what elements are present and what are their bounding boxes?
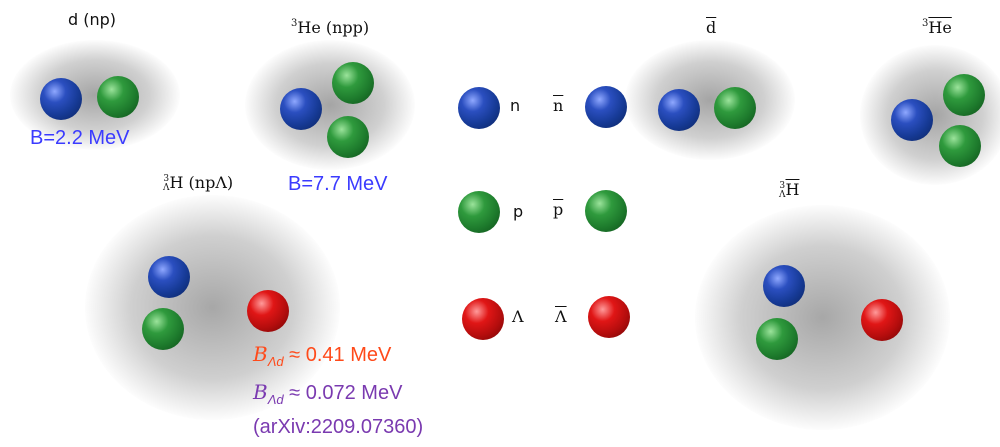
- arxiv-reference: (arXiv:2209.07360): [253, 416, 424, 438]
- helium3-proton-top: [332, 62, 374, 104]
- antiproton-ball: [585, 190, 627, 232]
- antineutron-label: n: [553, 96, 564, 115]
- antideuteron-cloud: [625, 40, 795, 160]
- antihelium3-antiproton-bottom: [939, 125, 981, 167]
- antideuteron-antineutron: [658, 89, 700, 131]
- helium3-proton-bottom: [327, 116, 369, 158]
- lambda-label: Λ: [512, 307, 524, 326]
- helium3-neutron: [280, 88, 322, 130]
- antineutron-ball: [585, 86, 627, 128]
- deuteron-proton: [97, 76, 139, 118]
- neutron-label: n: [510, 96, 521, 115]
- antihypertriton-antineutron: [763, 265, 805, 307]
- hypertriton-lambda: [247, 290, 289, 332]
- proton-ball: [458, 191, 500, 233]
- deuteron-cloud: [10, 40, 180, 150]
- lambda-binding-energy-1: BΛd ≈ 0.41 MeV: [253, 342, 392, 369]
- antihypertriton-cloud: [695, 205, 950, 430]
- deuteron-label: d (np): [68, 10, 117, 29]
- antihypertriton-antiproton: [756, 318, 798, 360]
- hypertriton-neutron: [148, 256, 190, 298]
- deuteron-neutron: [40, 78, 82, 120]
- proton-label: p: [513, 202, 524, 221]
- deuteron-binding-energy: B=2.2 MeV: [30, 127, 130, 149]
- hypertriton-cloud: [85, 195, 340, 420]
- antihelium3-antiproton-top: [943, 74, 985, 116]
- helium3-cloud: [245, 40, 415, 170]
- lambda-ball: [462, 298, 504, 340]
- hypertriton-proton: [142, 308, 184, 350]
- antihypertriton-antilambda: [861, 299, 903, 341]
- helium3-binding-energy: B=7.7 MeV: [288, 173, 388, 195]
- antilambda-label: Λ: [555, 307, 567, 326]
- antilambda-ball: [588, 296, 630, 338]
- helium3-label: 3He (npp): [291, 18, 370, 37]
- antihelium3-antineutron: [891, 99, 933, 141]
- neutron-ball: [458, 87, 500, 129]
- antiproton-label: p: [553, 200, 564, 219]
- antideuteron-label: d: [706, 18, 717, 37]
- lambda-binding-energy-2: BΛd ≈ 0.072 MeV: [253, 380, 403, 407]
- antihelium3-label: 3He: [922, 18, 952, 37]
- antideuteron-antiproton: [714, 87, 756, 129]
